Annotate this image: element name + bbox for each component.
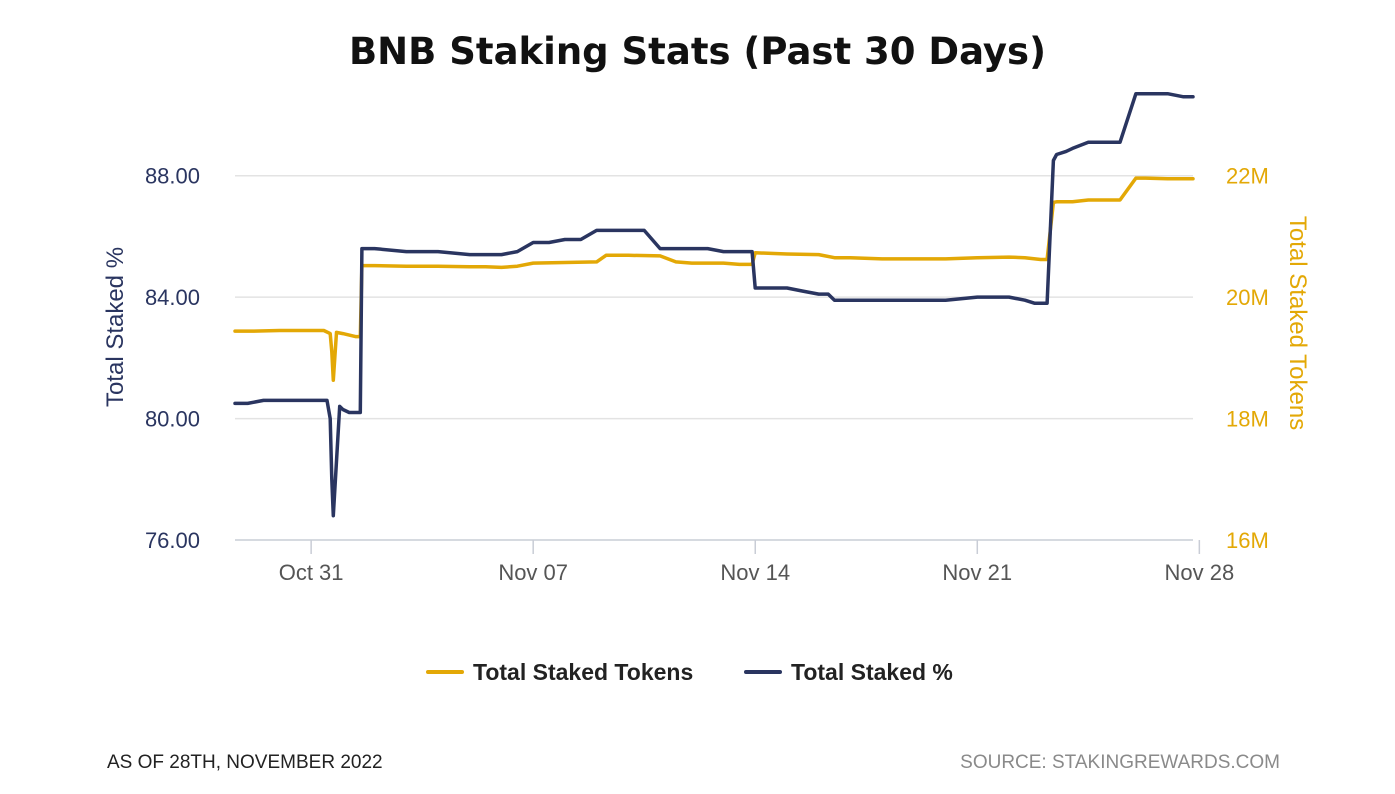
- legend-label[interactable]: Total Staked %: [791, 659, 953, 685]
- x-tick-label: Nov 28: [1164, 560, 1234, 585]
- x-tick-label: Nov 07: [498, 560, 568, 585]
- y-right-tick-label: 20M: [1226, 285, 1269, 310]
- y-left-axis-title: Total Staked %: [102, 247, 129, 407]
- y-right-tick-label: 18M: [1226, 407, 1269, 432]
- x-tick-label: Nov 21: [942, 560, 1012, 585]
- series-line-total-staked-percent: [233, 91, 1195, 518]
- y-left-tick-label: 80.00: [145, 407, 200, 432]
- as-of-date: AS OF 28TH, NOVEMBER 2022: [107, 752, 383, 773]
- y-left-tick-label: 84.00: [145, 285, 200, 310]
- y-right-tick-label: 22M: [1226, 164, 1269, 189]
- legend-label[interactable]: Total Staked Tokens: [473, 659, 693, 685]
- x-tick-label: Nov 14: [720, 560, 790, 585]
- y-right-tick-label: 16M: [1226, 528, 1269, 553]
- y-right-axis-title: Total Staked Tokens: [1284, 216, 1311, 430]
- x-tick-label: Oct 31: [279, 560, 344, 585]
- y-left-tick-label: 88.00: [145, 164, 200, 189]
- source-credit: SOURCE: STAKINGREWARDS.COM: [960, 752, 1280, 773]
- y-left-tick-label: 76.00: [145, 528, 200, 553]
- chart-title: BNB Staking Stats (Past 30 Days): [348, 30, 1046, 73]
